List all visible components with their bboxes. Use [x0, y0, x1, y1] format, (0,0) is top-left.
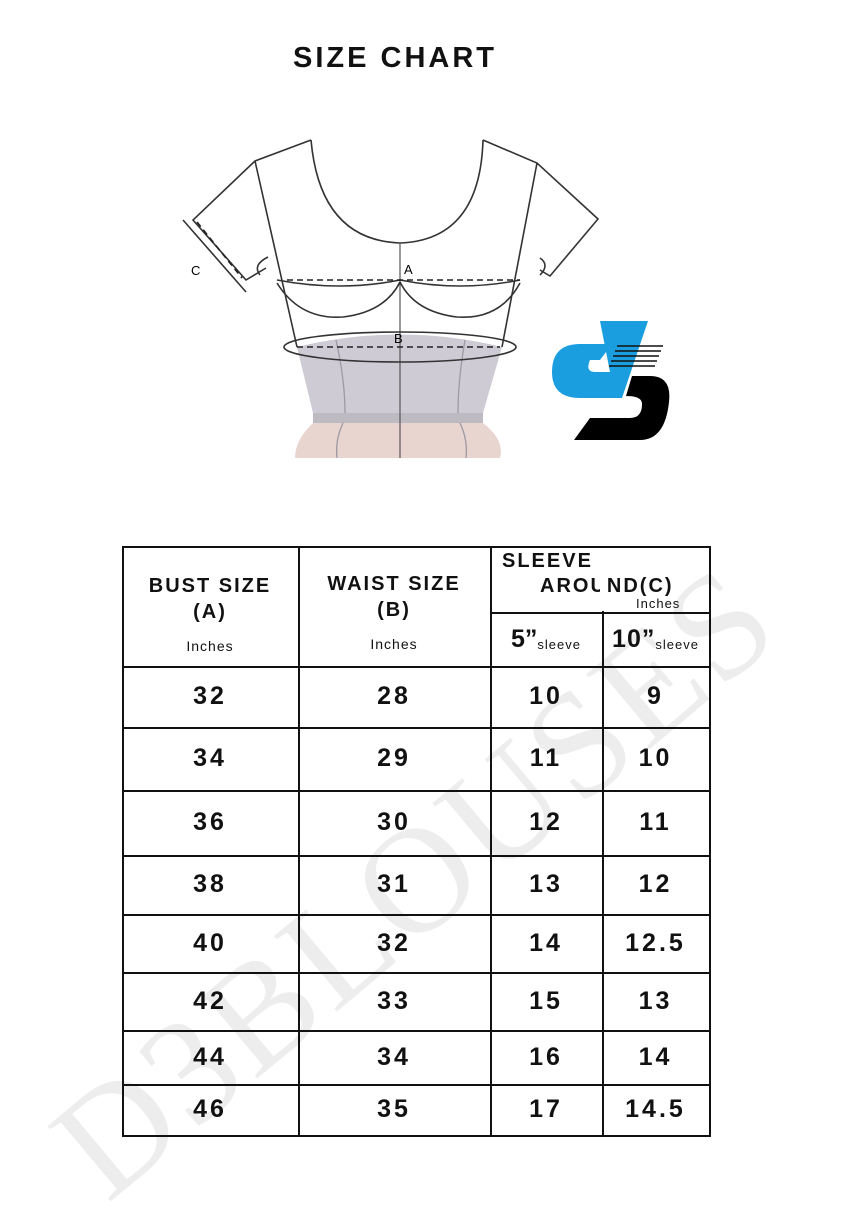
table-cell: 11	[529, 744, 563, 772]
header-bust-code: (A)	[193, 601, 227, 623]
header-sleeve-unit: Inches	[636, 596, 681, 611]
header-waist-unit: Inches	[370, 636, 418, 652]
row-divider	[122, 1030, 710, 1032]
table-border	[122, 546, 710, 548]
table-cell: 31	[377, 870, 411, 898]
column-divider	[602, 546, 604, 1137]
column-divider	[298, 546, 300, 1137]
table-cell: 32	[193, 682, 227, 710]
sleeve-word: sleeve	[655, 636, 699, 652]
header-waist-code: (B)	[377, 599, 411, 621]
sleeve-length: 10”	[612, 624, 656, 653]
header-waist-title: WAIST SIZE	[327, 573, 461, 595]
table-cell: 42	[193, 986, 227, 1015]
row-divider	[122, 727, 710, 729]
header-sleeve-code: (C)	[639, 575, 674, 597]
header-sleeve-5: 5” sleeve	[490, 612, 602, 666]
table-cell: 34	[193, 744, 227, 772]
row-divider	[122, 1084, 710, 1086]
table-cell: 32	[377, 928, 411, 957]
table-cell: 15	[529, 986, 563, 1015]
table-cell: 35	[377, 1095, 411, 1123]
table-cell: 14	[638, 1042, 673, 1071]
table-cell: 13	[529, 870, 563, 898]
table-cell: 44	[193, 1042, 227, 1071]
table-cell: 33	[377, 986, 411, 1015]
waist-band	[313, 413, 483, 423]
header-waist: WAIST SIZE (B) Inches	[298, 566, 490, 662]
table-cell: 16	[529, 1042, 563, 1071]
table-cell: 14	[529, 928, 563, 957]
header-bust-title: BUST SIZE	[148, 575, 272, 597]
header-sleeve-around: AROUND	[540, 575, 640, 597]
table-cell: 11	[639, 808, 672, 836]
table-cell: 38	[193, 870, 227, 898]
table-cell: 13	[638, 986, 673, 1015]
table-cell: 10	[638, 744, 673, 772]
row-divider	[122, 855, 710, 857]
table-cell: 36	[193, 808, 227, 836]
bust-label: A	[404, 262, 413, 277]
table-cell: 14.5	[625, 1095, 686, 1123]
table-cell: 34	[377, 1042, 411, 1071]
row-divider	[122, 972, 710, 974]
column-divider	[122, 546, 124, 1137]
header-sleeve-title2: AROUND(C)	[540, 575, 674, 598]
header-bust: BUST SIZE (A) Inches	[122, 566, 298, 666]
sleeve-label: C	[191, 263, 200, 278]
table-cell: 30	[377, 808, 411, 836]
table-cell: 28	[377, 682, 411, 710]
header-sleeve-10: 10” sleeve	[602, 612, 709, 666]
table-cell: 40	[193, 928, 227, 957]
row-divider	[122, 666, 710, 668]
row-divider	[122, 790, 710, 792]
header-bust-unit: Inches	[186, 638, 234, 654]
table-cell: 12	[529, 808, 563, 836]
skirt-area	[295, 423, 501, 458]
row-divider	[122, 914, 710, 916]
mask	[600, 548, 606, 611]
sleeve-word: sleeve	[537, 636, 581, 652]
page-title: SIZE CHART	[293, 42, 497, 74]
blouse-measurement-diagram: A B C	[182, 139, 670, 459]
table-cell: 46	[193, 1095, 227, 1123]
table-cell: 17	[529, 1095, 563, 1123]
brand-logo	[552, 321, 670, 440]
sleeve-length: 5”	[511, 624, 538, 653]
column-divider	[709, 546, 711, 1137]
table-cell: 9	[647, 682, 664, 710]
waist-label: B	[394, 331, 403, 346]
table-cell: 12	[638, 870, 673, 898]
table-cell: 12.5	[625, 928, 686, 957]
column-divider	[490, 546, 492, 1137]
header-divider	[490, 612, 710, 614]
table-cell: 29	[377, 744, 411, 772]
header-sleeve-title1: SLEEVE	[502, 550, 593, 572]
row-divider	[122, 1135, 710, 1137]
table-cell: 10	[529, 682, 563, 710]
